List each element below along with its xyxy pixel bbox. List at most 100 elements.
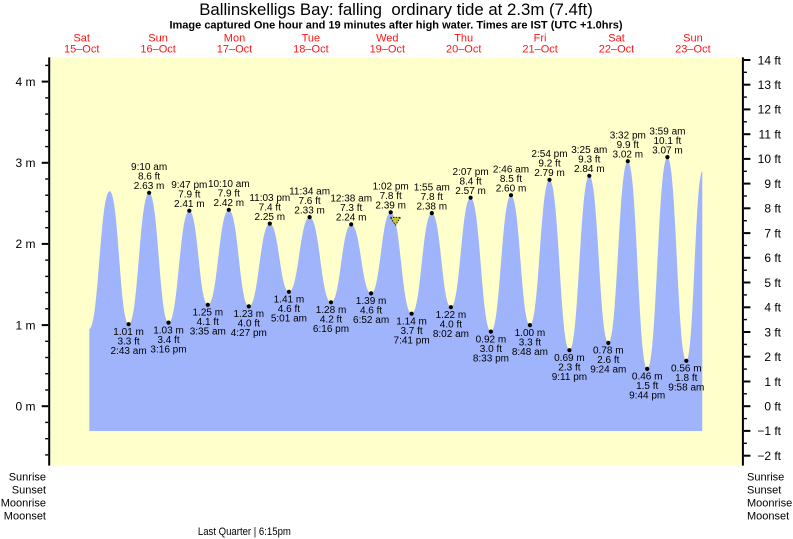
svg-text:2 ft: 2 ft <box>764 350 781 364</box>
svg-text:3 m: 3 m <box>15 156 35 170</box>
svg-text:Mon: Mon <box>224 33 245 45</box>
svg-text:1.25 m: 1.25 m <box>193 308 224 319</box>
svg-text:3.3 ft: 3.3 ft <box>117 336 139 347</box>
svg-text:2.84 m: 2.84 m <box>574 164 605 175</box>
svg-text:3.0 ft: 3.0 ft <box>480 344 502 355</box>
svg-text:Sunset: Sunset <box>12 484 46 496</box>
svg-text:Sun: Sun <box>683 33 703 45</box>
svg-text:11:34 am: 11:34 am <box>289 186 330 197</box>
svg-text:0 m: 0 m <box>15 400 35 414</box>
svg-text:2.60 m: 2.60 m <box>496 183 527 194</box>
svg-text:1:55 am: 1:55 am <box>414 182 450 193</box>
svg-text:8:02 am: 8:02 am <box>433 329 469 340</box>
svg-text:4:27 pm: 4:27 pm <box>231 328 267 339</box>
svg-text:9:47 pm: 9:47 pm <box>171 180 207 191</box>
svg-text:6 ft: 6 ft <box>764 251 781 265</box>
svg-text:4.0 ft: 4.0 ft <box>238 319 260 330</box>
svg-text:23–Oct: 23–Oct <box>675 44 710 56</box>
svg-text:4.0 ft: 4.0 ft <box>440 319 462 330</box>
svg-text:9.2 ft: 9.2 ft <box>538 159 560 170</box>
svg-text:Tue: Tue <box>302 33 321 45</box>
svg-text:2.41 m: 2.41 m <box>174 199 205 210</box>
svg-text:8.5 ft: 8.5 ft <box>500 174 522 185</box>
svg-text:0.69 m: 0.69 m <box>554 353 585 364</box>
svg-text:3.7 ft: 3.7 ft <box>400 326 422 337</box>
svg-text:1 ft: 1 ft <box>764 375 781 389</box>
svg-text:1.8 ft: 1.8 ft <box>675 373 697 384</box>
svg-text:Sunrise: Sunrise <box>9 472 46 484</box>
svg-text:2.42 m: 2.42 m <box>214 198 245 209</box>
svg-text:12:38 am: 12:38 am <box>330 194 372 205</box>
svg-text:Ballinskelligs Bay: falling o: Ballinskelligs Bay: falling ordinary tid… <box>199 0 593 19</box>
svg-text:1:02 pm: 1:02 pm <box>373 182 409 193</box>
svg-text:1.14 m: 1.14 m <box>396 316 427 327</box>
svg-text:3:59 am: 3:59 am <box>649 126 685 137</box>
svg-text:1.22 m: 1.22 m <box>436 310 467 321</box>
svg-text:7.9 ft: 7.9 ft <box>218 189 240 200</box>
svg-text:20–Oct: 20–Oct <box>446 44 481 56</box>
svg-text:Sun: Sun <box>148 33 168 45</box>
svg-text:2:46 am: 2:46 am <box>493 164 529 175</box>
svg-text:0 ft: 0 ft <box>764 400 781 414</box>
svg-text:4 ft: 4 ft <box>764 301 781 315</box>
svg-text:10:10 am: 10:10 am <box>208 179 250 190</box>
svg-text:4.6 ft: 4.6 ft <box>360 306 382 317</box>
svg-text:12 ft: 12 ft <box>758 103 782 117</box>
svg-text:2.25 m: 2.25 m <box>255 212 286 223</box>
svg-text:7.6 ft: 7.6 ft <box>298 196 320 207</box>
svg-text:2.24 m: 2.24 m <box>336 213 367 224</box>
svg-text:9:11 pm: 9:11 pm <box>552 372 587 383</box>
svg-text:14 ft: 14 ft <box>758 53 782 67</box>
svg-text:2 m: 2 m <box>15 237 35 251</box>
svg-text:8 ft: 8 ft <box>764 202 781 216</box>
svg-text:3:32 pm: 3:32 pm <box>610 130 646 141</box>
svg-text:9:44 pm: 9:44 pm <box>629 391 665 402</box>
svg-text:Fri: Fri <box>534 33 547 45</box>
svg-text:3.07 m: 3.07 m <box>652 145 683 156</box>
svg-text:3 ft: 3 ft <box>764 325 781 339</box>
svg-text:10 ft: 10 ft <box>758 152 782 166</box>
svg-text:5:01 am: 5:01 am <box>271 314 307 325</box>
svg-text:9.9 ft: 9.9 ft <box>617 140 639 151</box>
svg-text:Moonset: Moonset <box>747 510 789 522</box>
svg-text:Moonset: Moonset <box>4 510 46 522</box>
svg-text:Sunrise: Sunrise <box>747 472 784 484</box>
svg-text:2.63 m: 2.63 m <box>134 181 165 192</box>
svg-text:9:24 am: 9:24 am <box>590 365 626 376</box>
svg-text:Sat: Sat <box>73 33 90 45</box>
svg-text:8:33 pm: 8:33 pm <box>473 353 509 364</box>
svg-text:7.4 ft: 7.4 ft <box>259 202 281 213</box>
svg-text:7 ft: 7 ft <box>764 226 781 240</box>
svg-text:Wed: Wed <box>376 33 398 45</box>
svg-text:4.2 ft: 4.2 ft <box>320 315 342 326</box>
svg-text:4 m: 4 m <box>15 75 35 89</box>
svg-text:9.3 ft: 9.3 ft <box>578 155 600 166</box>
svg-text:5 ft: 5 ft <box>764 276 781 290</box>
svg-text:10.1 ft: 10.1 ft <box>653 136 681 147</box>
svg-text:1.00 m: 1.00 m <box>515 328 546 339</box>
svg-text:Moonrise: Moonrise <box>1 497 46 509</box>
svg-text:2:43 am: 2:43 am <box>111 346 147 357</box>
svg-text:3:16 pm: 3:16 pm <box>150 344 186 355</box>
svg-text:2.6 ft: 2.6 ft <box>597 355 619 366</box>
svg-text:3:25 am: 3:25 am <box>571 145 607 156</box>
svg-text:16–Oct: 16–Oct <box>140 44 175 56</box>
svg-text:13 ft: 13 ft <box>758 78 782 92</box>
svg-text:11:03 pm: 11:03 pm <box>249 193 290 204</box>
svg-text:2.38 m: 2.38 m <box>417 201 448 212</box>
svg-text:1.39 m: 1.39 m <box>356 296 387 307</box>
svg-text:15–Oct: 15–Oct <box>64 44 99 56</box>
svg-text:Thu: Thu <box>454 33 473 45</box>
svg-text:21–Oct: 21–Oct <box>522 44 557 56</box>
svg-text:3.3 ft: 3.3 ft <box>519 337 541 348</box>
svg-text:3.02 m: 3.02 m <box>613 149 644 160</box>
svg-text:2.33 m: 2.33 m <box>294 205 325 216</box>
svg-text:−1 ft: −1 ft <box>757 424 781 438</box>
svg-text:7.8 ft: 7.8 ft <box>380 191 402 202</box>
svg-text:2.39 m: 2.39 m <box>375 201 406 212</box>
svg-text:2:07 pm: 2:07 pm <box>453 167 489 178</box>
svg-text:0.78 m: 0.78 m <box>593 346 624 357</box>
svg-text:7.3 ft: 7.3 ft <box>340 203 362 214</box>
svg-text:Last Quarter | 6:15pm: Last Quarter | 6:15pm <box>198 526 291 538</box>
svg-text:18–Oct: 18–Oct <box>293 44 328 56</box>
